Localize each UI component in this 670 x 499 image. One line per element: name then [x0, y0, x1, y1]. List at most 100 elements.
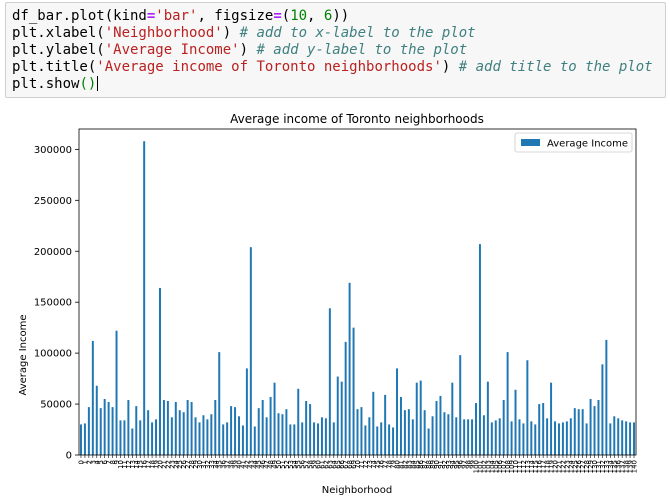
bar [617, 418, 620, 455]
x-tick-label: 91 [437, 460, 445, 469]
code-token: plt.show [12, 76, 80, 92]
bar [202, 415, 205, 455]
x-tick-label: 58 [307, 460, 315, 469]
x-tick-label: 52 [283, 460, 291, 469]
x-tick-label: 87 [421, 460, 429, 469]
x-tick-label: 41 [239, 460, 247, 469]
bar [447, 414, 450, 455]
x-tick-label: 75 [374, 460, 382, 469]
x-tick-label: 22 [164, 460, 172, 469]
legend-box [514, 132, 633, 153]
bar [565, 421, 568, 455]
bar [471, 419, 474, 455]
bar-chart: Average income of Toronto neighborhoods … [18, 112, 639, 496]
bar [407, 409, 410, 455]
x-tick-label: 4 [93, 459, 101, 464]
x-tick-label: 96 [457, 459, 465, 468]
x-tick-label: 122 [559, 460, 567, 473]
x-tick-label: 112 [520, 460, 528, 473]
code-token: # add y-label to the plot [256, 42, 468, 58]
x-tick-label: 132 [599, 460, 607, 473]
bar [554, 421, 557, 455]
bar [249, 247, 252, 455]
bar [392, 427, 395, 455]
bar [561, 422, 564, 455]
x-tick-label: 59 [311, 460, 319, 469]
bar [352, 327, 355, 455]
x-tick-label: 34 [212, 459, 220, 468]
x-tick-label: 81 [397, 460, 405, 469]
bar [332, 422, 335, 455]
x-tick-label: 10 [117, 460, 125, 469]
bar [170, 417, 173, 455]
x-tick-label: 18 [149, 460, 157, 469]
bar [320, 417, 323, 455]
x-tick-label: 131 [595, 460, 603, 473]
bar [135, 406, 138, 455]
bar [577, 409, 580, 455]
bar [372, 391, 375, 455]
bar [384, 394, 387, 455]
x-tick-label: 55 [295, 460, 303, 469]
bar [198, 422, 201, 455]
text-cursor [97, 76, 99, 91]
x-tick-label: 128 [583, 460, 591, 473]
bar [419, 380, 422, 455]
bar [99, 408, 102, 455]
x-tick-label: 50 [275, 460, 283, 469]
code-cell[interactable]: df_bar.plot(kind='bar', figsize=(10, 6))… [5, 2, 666, 98]
x-tick-label: 24 [172, 459, 180, 468]
bar [238, 416, 240, 455]
x-tick-label: 74 [370, 459, 378, 468]
bar [226, 422, 229, 455]
x-tick-label: 7 [105, 460, 113, 464]
bar [514, 389, 517, 455]
code-token: ( [281, 8, 291, 24]
bar [364, 425, 367, 455]
x-tick-label: 35 [216, 460, 224, 469]
x-tick-label: 94 [449, 459, 457, 468]
code-token: plt.title( [12, 59, 97, 75]
x-tick-label: 38 [228, 460, 236, 469]
x-tick-label: 63 [326, 460, 334, 469]
x-tick-label: 17 [145, 460, 153, 469]
code-token: plt.xlabel( [12, 25, 105, 41]
axes-frame [78, 128, 637, 456]
x-tick-label: 56 [299, 459, 307, 468]
x-tick-label: 42 [243, 460, 251, 469]
x-tick-label: 90 [433, 460, 441, 469]
bar [218, 352, 221, 455]
bar [557, 423, 560, 455]
code-token: 10 [290, 8, 308, 24]
bar [301, 422, 304, 455]
code-token: , [307, 8, 324, 24]
bar [589, 398, 592, 455]
x-tick-label: 106 [496, 459, 504, 473]
x-tick-label: 108 [504, 460, 512, 473]
bar [593, 406, 596, 455]
bar [399, 396, 402, 455]
x-tick-label: 100 [473, 460, 481, 473]
bar [83, 423, 86, 455]
x-tick-label: 62 [322, 460, 330, 469]
x-tick-label: 32 [204, 460, 212, 469]
bar [166, 401, 169, 455]
x-tick-label: 37 [224, 460, 232, 469]
bar [482, 415, 485, 455]
code-token: , figsize [197, 8, 274, 24]
bar [530, 421, 533, 455]
bar [585, 423, 588, 455]
bar [107, 402, 110, 455]
bar [123, 420, 126, 455]
x-tick-label: 127 [579, 460, 587, 473]
bar [475, 403, 477, 455]
x-tick-label: 95 [453, 460, 461, 469]
x-tick-label: 33 [208, 460, 216, 469]
bar [451, 382, 454, 455]
code-token: plt.ylabel( [12, 42, 105, 58]
code-line: plt.ylabel('Average Income') # add y-lab… [12, 42, 467, 59]
x-tick-label: 60 [315, 460, 323, 469]
bar [435, 401, 438, 455]
bar [95, 385, 98, 455]
x-tick-label: 84 [409, 459, 417, 468]
